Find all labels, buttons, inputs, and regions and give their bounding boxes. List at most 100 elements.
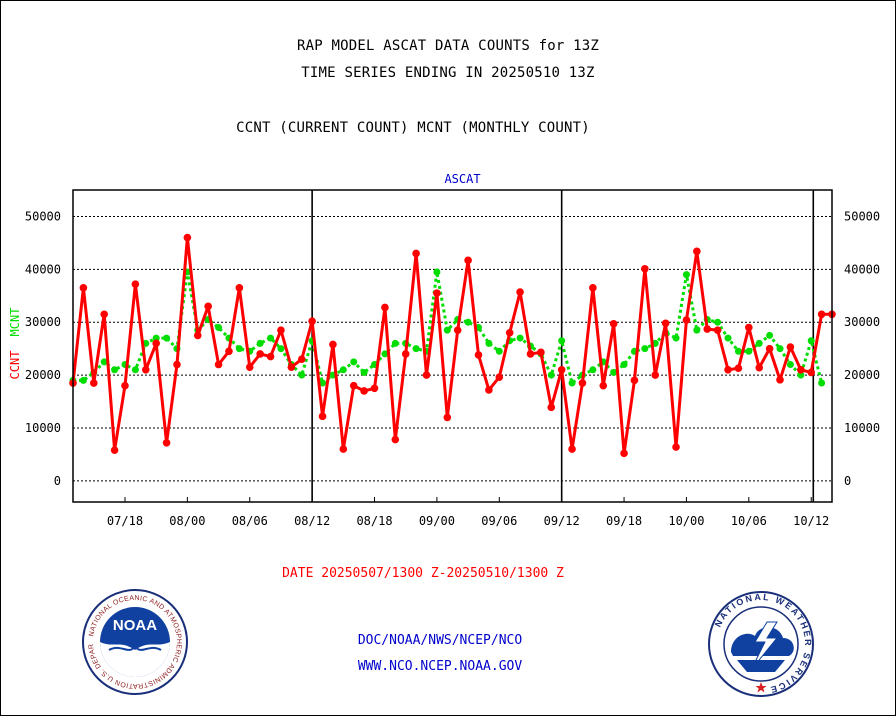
mcnt-point	[693, 326, 701, 334]
mcnt-point	[79, 376, 87, 384]
ccnt-point	[318, 412, 327, 421]
y-tick-label-right: 30000	[844, 315, 880, 329]
ccnt-point	[173, 360, 181, 369]
ccnt-point	[79, 284, 88, 292]
x-tick-label: 08/06	[232, 514, 268, 528]
ccnt-point	[537, 348, 545, 357]
mcnt-point	[682, 271, 690, 279]
mcnt-point	[786, 361, 794, 369]
mcnt-point	[766, 331, 774, 339]
ccnt-point	[131, 280, 140, 288]
x-tick-label: 09/06	[481, 514, 517, 528]
x-tick-label: 10/12	[793, 514, 829, 528]
mcnt-point	[111, 366, 119, 374]
y-tick-label-left: 30000	[25, 315, 61, 329]
mcnt-point	[724, 334, 732, 342]
ccnt-point	[308, 317, 316, 325]
mcnt-point	[610, 368, 618, 376]
ccnt-point	[381, 303, 389, 312]
ccnt-point	[485, 386, 493, 394]
mcnt-point	[547, 371, 555, 379]
ccnt-point	[100, 310, 108, 319]
y-tick-label-left: 0	[54, 474, 61, 488]
ccnt-point	[797, 365, 805, 374]
mcnt-point	[495, 347, 503, 355]
ccnt-point	[578, 379, 587, 387]
y-tick-label-right: 20000	[844, 368, 880, 382]
ccnt-point	[412, 249, 420, 258]
ccnt-point	[360, 387, 368, 395]
ccnt-point	[370, 384, 379, 393]
ccnt-point	[162, 438, 171, 447]
nws-logo: NATIONAL WEATHER SERVICE	[708, 591, 814, 697]
mcnt-point	[568, 379, 576, 387]
mcnt-point	[641, 345, 649, 353]
ccnt-line	[71, 236, 832, 455]
x-tick-label: 10/00	[668, 514, 704, 528]
mcnt-point	[433, 268, 441, 276]
mcnt-point	[589, 366, 597, 374]
ccnt-point	[152, 339, 160, 348]
ccnt-point	[225, 347, 233, 356]
ccnt-series	[69, 233, 836, 458]
y-tick-label-right: 0	[844, 474, 851, 488]
ccnt-point	[266, 352, 275, 361]
ccnt-point	[568, 445, 576, 453]
ccnt-point	[235, 284, 244, 292]
ccnt-point	[339, 445, 348, 453]
x-tick-label: 07/18	[107, 514, 143, 528]
mcnt-point	[485, 339, 493, 347]
chart-title-line-2: TIME SERIES ENDING IN 20250510 13Z	[301, 65, 595, 81]
date-range-label: DATE 20250507/1300 Z-20250510/1300 Z	[282, 566, 564, 581]
mcnt-point	[256, 339, 264, 347]
website-link[interactable]: WWW.NCO.NCEP.NOAA.GOV	[357, 659, 523, 674]
ccnt-point	[453, 326, 462, 334]
plot-area	[72, 189, 833, 503]
ccnt-point	[401, 350, 410, 358]
y-tick-label-left: 20000	[25, 368, 61, 382]
plot-title: ASCAT	[444, 172, 480, 186]
mcnt-point	[381, 350, 389, 358]
ccnt-point	[817, 310, 826, 319]
noaa-logo: NOAA NATIONAL OCEANIC AND ATMOSPHERIC AD…	[81, 588, 188, 695]
ccnt-point	[724, 365, 732, 374]
mcnt-point	[797, 371, 805, 379]
x-tick-label: 08/12	[294, 514, 330, 528]
mcnt-point	[277, 345, 285, 353]
mcnt-point	[163, 334, 171, 342]
ccnt-point	[110, 446, 119, 454]
y-axis-label-ccnt: CCNT	[8, 351, 22, 380]
ccnt-point	[620, 449, 628, 458]
ccnt-point	[745, 323, 753, 332]
chart-title-line-3: CCNT (CURRENT COUNT) MCNT (MONTHLY COUNT…	[236, 120, 590, 136]
ccnt-point	[297, 355, 306, 364]
ccnt-point	[755, 363, 764, 372]
mcnt-point	[235, 345, 243, 353]
ccnt-point	[89, 379, 98, 387]
ccnt-point	[765, 344, 774, 353]
noaa-logo-text: NOAA	[113, 617, 157, 634]
ccnt-point	[422, 371, 431, 379]
mcnt-point	[516, 334, 524, 342]
chart-title-line-1: RAP MODEL ASCAT DATA COUNTS for 13Z	[296, 38, 599, 54]
x-tick-label: 09/12	[544, 514, 580, 528]
ccnt-point	[329, 340, 337, 349]
ccnt-point	[245, 363, 254, 371]
ccnt-point	[505, 328, 514, 337]
mcnt-point	[391, 339, 399, 347]
mcnt-point	[319, 379, 327, 387]
mcnt-point	[350, 358, 358, 366]
ccnt-point	[183, 233, 192, 242]
ccnt-point	[641, 264, 649, 273]
x-tick-label: 08/00	[169, 514, 205, 528]
ccnt-point	[661, 319, 670, 328]
mcnt-point	[818, 379, 826, 387]
ccnt-point	[443, 413, 452, 422]
ccnt-point	[651, 371, 660, 379]
ccnt-point	[599, 381, 608, 390]
mcnt-point	[152, 334, 160, 342]
ccnt-point	[609, 319, 618, 328]
org-line: DOC/NOAA/NWS/NCEP/NCO	[357, 633, 523, 648]
ccnt-point	[464, 256, 472, 265]
